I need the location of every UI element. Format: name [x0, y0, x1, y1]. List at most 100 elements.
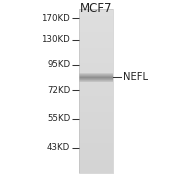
Bar	[79, 76, 113, 78]
Bar	[79, 58, 113, 60]
Bar	[79, 140, 113, 142]
Bar	[79, 42, 113, 44]
Bar	[79, 77, 113, 78]
Bar	[79, 148, 113, 150]
Bar	[79, 78, 113, 79]
Bar	[79, 65, 113, 67]
Bar	[79, 63, 113, 65]
Text: NEFL: NEFL	[123, 72, 148, 82]
Bar	[79, 80, 113, 81]
Bar	[79, 165, 113, 166]
Bar	[79, 40, 113, 42]
Bar	[79, 158, 113, 160]
Bar	[79, 21, 113, 22]
Bar	[79, 84, 113, 86]
Bar	[79, 99, 113, 101]
Bar	[79, 94, 113, 96]
Text: 130KD: 130KD	[41, 35, 70, 44]
Bar	[79, 79, 113, 81]
Bar	[79, 161, 113, 163]
Bar	[79, 150, 113, 152]
Bar	[79, 104, 113, 106]
Bar	[79, 145, 113, 147]
Bar	[79, 79, 113, 80]
Bar	[79, 43, 113, 45]
Bar	[79, 75, 113, 76]
Bar	[79, 88, 113, 89]
Bar	[79, 57, 113, 58]
Bar	[79, 132, 113, 134]
Bar	[79, 50, 113, 52]
Bar	[79, 30, 113, 32]
Text: 43KD: 43KD	[47, 143, 70, 152]
Bar	[79, 120, 113, 122]
Bar	[79, 155, 113, 157]
Bar	[79, 168, 113, 170]
Bar	[79, 114, 113, 116]
Bar	[79, 166, 113, 168]
Bar	[79, 39, 113, 40]
Bar	[79, 137, 113, 139]
Bar	[79, 109, 113, 111]
Bar	[79, 81, 113, 83]
Bar	[79, 89, 113, 91]
Bar	[79, 78, 113, 80]
Bar	[79, 106, 113, 107]
Bar	[79, 86, 113, 88]
Bar	[79, 70, 113, 71]
Bar	[79, 142, 113, 143]
Text: 170KD: 170KD	[41, 14, 70, 22]
Bar	[79, 17, 113, 19]
Bar	[79, 29, 113, 30]
Bar	[79, 122, 113, 124]
Bar	[79, 93, 113, 94]
Bar	[79, 66, 113, 68]
Bar	[79, 170, 113, 171]
Bar	[79, 45, 113, 47]
Bar	[79, 24, 113, 26]
Bar	[79, 55, 113, 57]
Bar	[79, 74, 113, 75]
Bar	[79, 163, 113, 165]
Bar	[79, 47, 113, 48]
Bar	[79, 60, 113, 62]
Bar	[79, 152, 113, 153]
Bar	[79, 34, 113, 35]
Bar	[79, 147, 113, 148]
Bar	[79, 129, 113, 130]
Bar	[79, 171, 113, 173]
Bar	[79, 135, 113, 137]
Bar	[79, 25, 113, 27]
Bar	[79, 111, 113, 112]
Bar	[79, 19, 113, 21]
Bar	[79, 73, 113, 75]
Bar	[79, 130, 113, 132]
Bar	[79, 97, 113, 99]
Bar	[79, 107, 113, 109]
Bar	[79, 14, 113, 16]
Bar	[79, 35, 113, 37]
Bar	[79, 68, 113, 70]
Bar	[79, 124, 113, 125]
Bar	[79, 9, 113, 11]
Bar	[79, 160, 113, 161]
Bar	[79, 61, 113, 63]
Bar	[79, 156, 113, 158]
Bar	[79, 76, 113, 77]
Bar	[79, 11, 113, 12]
Bar	[79, 81, 113, 82]
Bar	[79, 138, 113, 140]
Bar	[79, 71, 113, 73]
Bar	[79, 22, 113, 24]
Text: 72KD: 72KD	[47, 86, 70, 94]
Bar	[79, 37, 113, 39]
Bar	[79, 48, 113, 50]
Bar	[79, 53, 113, 55]
Bar	[79, 134, 113, 135]
Bar	[79, 101, 113, 103]
Bar	[79, 116, 113, 117]
Bar	[79, 119, 113, 121]
Bar	[79, 143, 113, 145]
Bar	[79, 75, 113, 76]
Bar	[79, 15, 113, 17]
